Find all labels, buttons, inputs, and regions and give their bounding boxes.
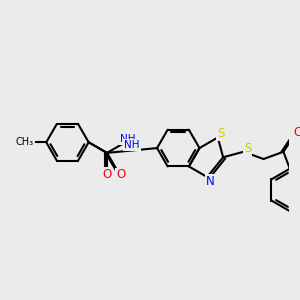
Text: NH: NH	[124, 140, 140, 150]
Text: N: N	[206, 175, 214, 188]
Text: S: S	[244, 142, 251, 155]
Text: O: O	[116, 169, 125, 182]
Text: CH₃: CH₃	[16, 137, 34, 147]
Text: O: O	[102, 168, 112, 181]
Text: S: S	[217, 127, 224, 140]
Text: O: O	[293, 127, 300, 140]
Text: NH: NH	[119, 134, 135, 144]
